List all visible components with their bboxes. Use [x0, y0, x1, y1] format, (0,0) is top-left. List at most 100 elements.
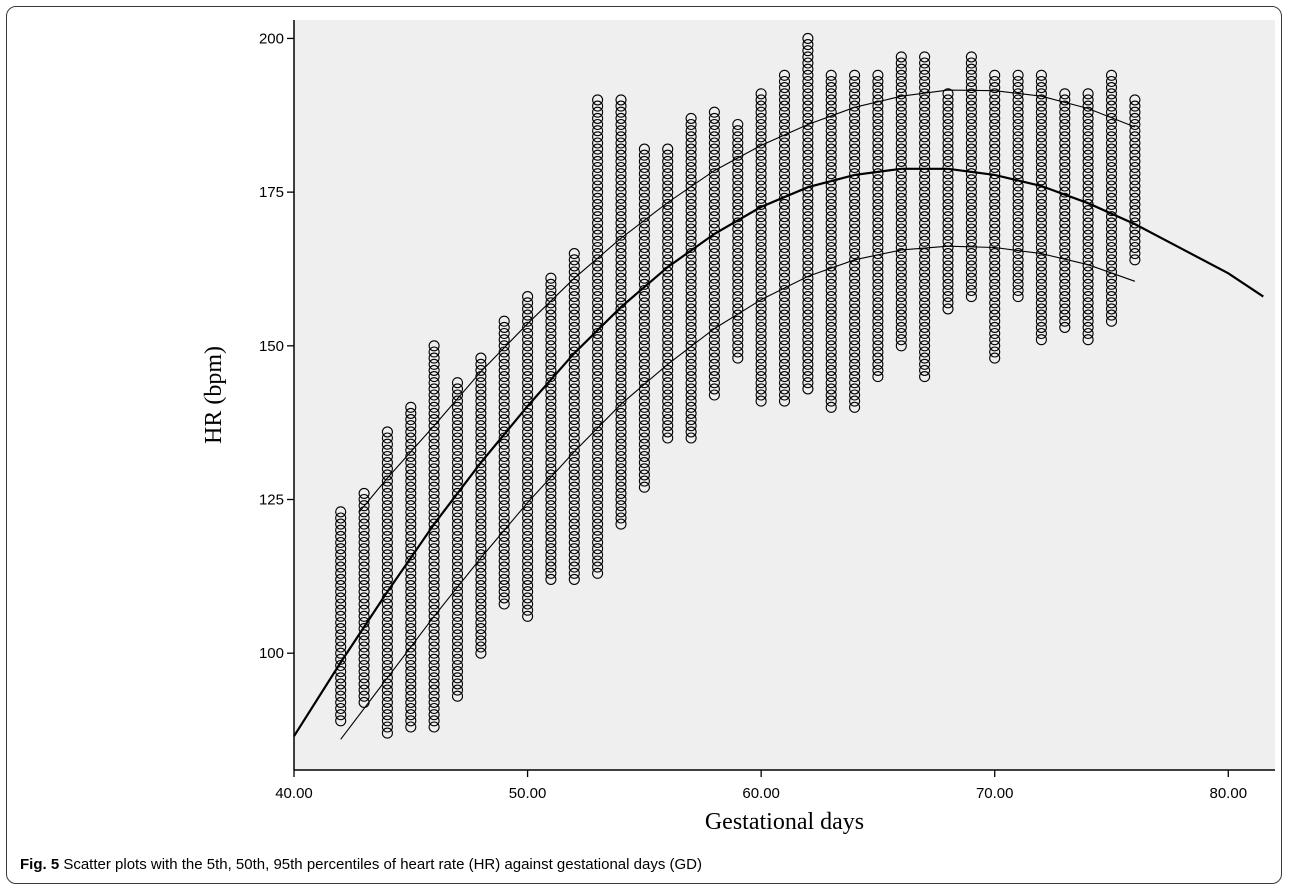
scatter-point — [1129, 131, 1141, 143]
scatter-point — [685, 254, 697, 266]
scatter-point — [615, 260, 627, 272]
scatter-point — [428, 481, 440, 493]
scatter-column-day — [872, 69, 884, 383]
scatter-point — [381, 715, 393, 727]
scatter-point — [592, 315, 604, 327]
scatter-point — [381, 659, 393, 672]
scatter-point — [1012, 284, 1024, 297]
scatter-column-day — [405, 401, 417, 733]
scatter-point — [755, 260, 767, 272]
scatter-point — [662, 395, 674, 407]
scatter-point — [849, 327, 861, 340]
scatter-point — [405, 469, 417, 481]
scatter-point — [638, 235, 650, 247]
scatter-point — [802, 254, 814, 266]
scatter-point — [522, 610, 534, 622]
scatter-point — [965, 223, 977, 235]
scatter-point — [638, 205, 650, 217]
scatter-point — [989, 125, 1001, 137]
scatter-point — [989, 278, 1001, 290]
scatter-point — [989, 327, 1001, 340]
scatter-point — [1059, 118, 1071, 131]
scatter-point — [872, 143, 884, 155]
scatter-point — [428, 659, 440, 672]
scatter-point — [802, 321, 814, 333]
scatter-point — [872, 346, 884, 358]
scatter-point — [662, 383, 674, 395]
scatter-point — [662, 278, 674, 290]
scatter-point — [778, 309, 791, 321]
scatter-point — [358, 653, 370, 665]
scatter-point — [755, 248, 767, 260]
scatter-point — [405, 592, 417, 604]
scatter-point — [568, 315, 580, 327]
scatter-point — [662, 321, 674, 333]
scatter-point — [592, 512, 604, 524]
scatter-point — [1129, 241, 1141, 254]
scatter-point — [1012, 223, 1024, 235]
scatter-point — [405, 426, 417, 438]
scatter-point — [592, 506, 604, 518]
scatter-point — [1105, 82, 1118, 94]
scatter-point — [451, 610, 464, 622]
scatter-point — [381, 481, 393, 493]
scatter-point — [592, 389, 604, 401]
scatter-point — [1059, 229, 1071, 241]
scatter-point — [755, 266, 767, 278]
scatter-point — [825, 315, 837, 327]
scatter-point — [358, 610, 370, 622]
scatter-point — [849, 272, 861, 284]
scatter-point — [1082, 143, 1094, 155]
scatter-point — [498, 340, 510, 352]
scatter-point — [662, 192, 674, 204]
scatter-point — [685, 272, 697, 284]
scatter-point — [989, 161, 1001, 174]
scatter-point — [568, 543, 580, 555]
scatter-point — [849, 112, 861, 124]
scatter-point — [475, 457, 487, 469]
scatter-point — [545, 340, 557, 352]
scatter-point — [335, 561, 347, 573]
scatter-point — [545, 303, 557, 315]
scatter-point — [405, 610, 417, 622]
scatter-point — [405, 623, 417, 635]
scatter-point — [802, 63, 814, 75]
scatter-point — [1129, 186, 1141, 198]
scatter-point — [778, 235, 791, 247]
scatter-point — [615, 469, 627, 481]
scatter-point — [1059, 260, 1071, 272]
scatter-point — [568, 248, 580, 260]
scatter-point — [802, 32, 814, 44]
scatter-point — [662, 309, 674, 321]
scatter-point — [1035, 284, 1047, 297]
scatter-point — [778, 346, 791, 358]
scatter-point — [568, 432, 580, 444]
scatter-point — [498, 481, 510, 493]
scatter-point — [732, 272, 744, 284]
scatter-column-day — [638, 143, 650, 493]
scatter-point — [849, 161, 861, 174]
scatter-point — [1105, 278, 1118, 290]
scatter-point — [942, 248, 954, 260]
scatter-point — [1129, 180, 1141, 192]
scatter-point — [778, 100, 791, 112]
scatter-point — [685, 149, 697, 161]
scatter-point — [708, 131, 720, 143]
scatter-point — [381, 567, 393, 579]
scatter-point — [662, 229, 674, 241]
scatter-point — [685, 161, 697, 174]
scatter-point — [498, 327, 510, 340]
scatter-point — [1082, 229, 1094, 241]
scatter-point — [1035, 309, 1047, 321]
scatter-point — [638, 149, 650, 161]
scatter-point — [825, 106, 837, 118]
scatter-point — [778, 383, 791, 395]
scatter-point — [568, 327, 580, 340]
scatter-point — [895, 82, 907, 94]
scatter-point — [708, 272, 720, 284]
scatter-point — [638, 420, 650, 432]
scatter-point — [451, 543, 464, 555]
scatter-point — [1059, 321, 1071, 333]
scatter-point — [1035, 100, 1047, 112]
scatter-point — [1105, 186, 1118, 198]
